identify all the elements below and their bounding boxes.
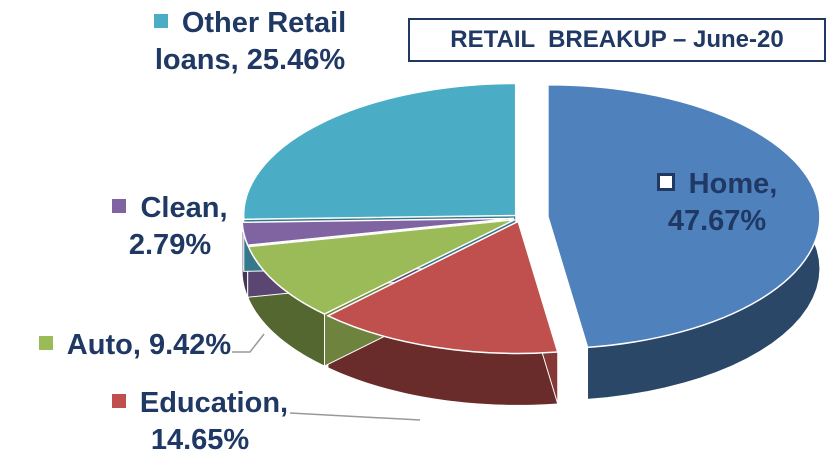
label-marker bbox=[112, 199, 127, 214]
slice bbox=[241, 217, 515, 247]
label-value: 2.79% bbox=[128, 229, 212, 261]
leader-line bbox=[232, 333, 265, 353]
label-category: Clean, bbox=[140, 192, 228, 224]
label-category: Home, bbox=[688, 168, 778, 200]
label-marker bbox=[111, 394, 126, 409]
data-label: Education, 14.65% bbox=[80, 385, 320, 459]
chart-title: RETAIL BREAKUP – June-20 bbox=[408, 18, 826, 62]
label-marker bbox=[656, 173, 675, 192]
label-category: Education, bbox=[139, 387, 289, 419]
slice bbox=[547, 84, 821, 349]
slice bbox=[247, 218, 516, 315]
leader-line bbox=[289, 412, 421, 421]
data-label: Other Retail loans, 25.46% bbox=[120, 5, 380, 79]
data-label: Home, 47.67% bbox=[622, 166, 812, 240]
label-value: 14.65% bbox=[150, 424, 250, 456]
label-value: 9.42% bbox=[148, 329, 232, 361]
slice bbox=[243, 82, 517, 221]
label-category: Auto, bbox=[66, 329, 141, 361]
data-label: Clean, 2.79% bbox=[85, 190, 255, 264]
label-marker bbox=[153, 14, 168, 29]
label-category: Other Retail loans, bbox=[154, 7, 347, 76]
slice bbox=[326, 220, 559, 355]
label-value: 47.67% bbox=[667, 205, 767, 237]
label-value: 25.46% bbox=[246, 44, 346, 76]
label-marker bbox=[38, 336, 53, 351]
data-label: Auto, 9.42% bbox=[15, 327, 255, 364]
